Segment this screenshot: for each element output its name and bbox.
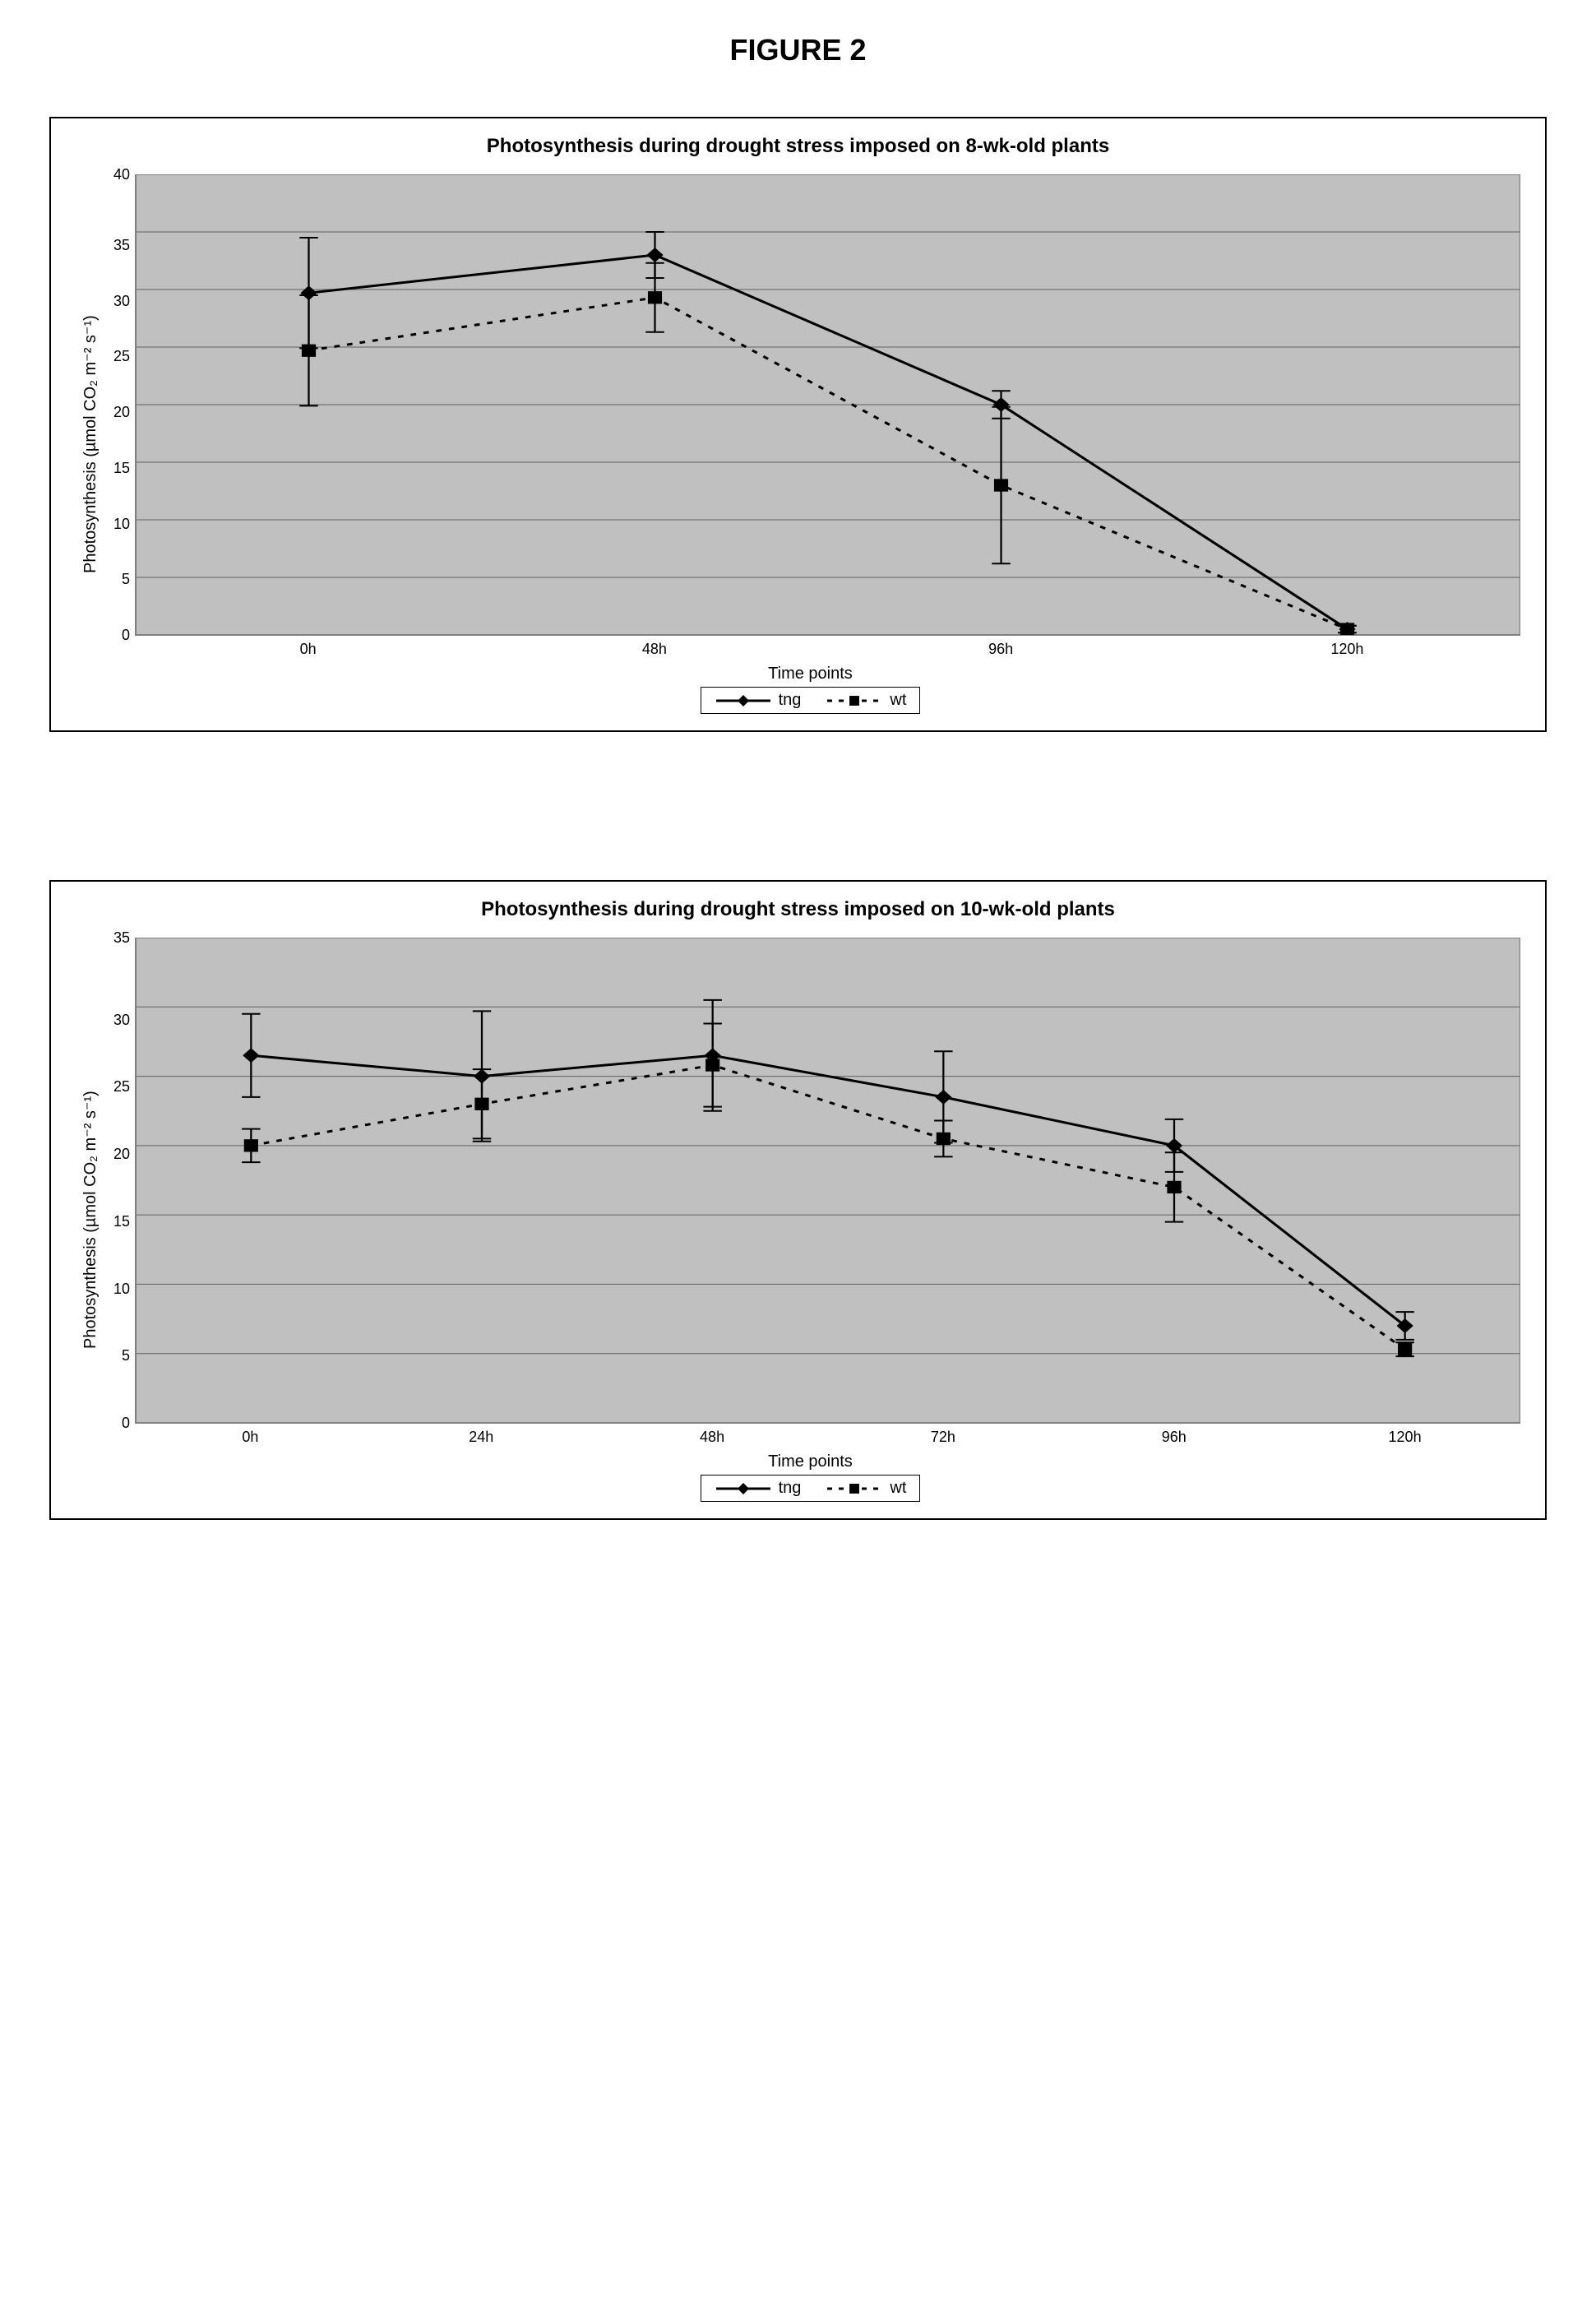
- y-tick-label: 0: [100, 1415, 130, 1430]
- charts-container: Photosynthesis during drought stress imp…: [49, 117, 1547, 1520]
- x-tick-label: 0h: [135, 641, 481, 658]
- plot-area: [135, 174, 1520, 636]
- x-tick-label: 0h: [135, 1429, 366, 1446]
- y-tick-label: 35: [100, 930, 130, 945]
- y-tick-label: 35: [100, 238, 130, 252]
- legend-swatch: [826, 1480, 883, 1497]
- legend: tng wt: [701, 687, 921, 714]
- x-tick-label: 96h: [828, 641, 1174, 658]
- legend: tng wt: [701, 1475, 921, 1502]
- y-tick-label: 5: [100, 572, 130, 586]
- x-tick-label: 24h: [366, 1429, 597, 1446]
- x-tick-label: 48h: [481, 641, 827, 658]
- y-tick-label: 0: [100, 628, 130, 642]
- x-tick-label: 96h: [1058, 1429, 1289, 1446]
- legend-item-wt: wt: [826, 691, 906, 710]
- y-axis-label: Photosynthesis (µmol CO₂ m⁻² s⁻¹): [76, 174, 100, 714]
- y-axis-ticks: 35302520151050: [100, 938, 135, 1423]
- y-tick-label: 10: [100, 1281, 130, 1296]
- legend-label: tng: [779, 691, 802, 710]
- legend-swatch: [826, 693, 883, 709]
- x-axis-label: Time points: [100, 665, 1520, 683]
- y-axis-ticks: 4035302520151050: [100, 174, 135, 635]
- y-tick-label: 30: [100, 1012, 130, 1027]
- y-tick-label: 15: [100, 1214, 130, 1229]
- y-tick-label: 25: [100, 349, 130, 364]
- legend-swatch: [715, 693, 772, 709]
- x-axis-ticks: 0h24h48h72h96h120h: [135, 1429, 1520, 1446]
- y-tick-label: 40: [100, 167, 130, 182]
- legend-item-tng: tng: [715, 1479, 802, 1498]
- legend-label: wt: [890, 1479, 906, 1498]
- y-tick-label: 15: [100, 461, 130, 475]
- y-axis-label: Photosynthesis (µmol CO₂ m⁻² s⁻¹): [76, 938, 100, 1502]
- x-tick-label: 120h: [1174, 641, 1520, 658]
- legend-item-tng: tng: [715, 691, 802, 710]
- y-tick-label: 20: [100, 405, 130, 419]
- x-tick-label: 72h: [827, 1429, 1058, 1446]
- legend-item-wt: wt: [826, 1479, 906, 1498]
- y-tick-label: 20: [100, 1147, 130, 1161]
- figure-title: FIGURE 2: [49, 33, 1547, 67]
- chart-panel: Photosynthesis during drought stress imp…: [49, 117, 1547, 732]
- plot-area: [135, 938, 1520, 1424]
- y-tick-label: 10: [100, 517, 130, 531]
- legend-label: tng: [779, 1479, 802, 1498]
- x-tick-label: 48h: [597, 1429, 828, 1446]
- legend-label: wt: [890, 691, 906, 710]
- x-axis-ticks: 0h48h96h120h: [135, 641, 1520, 658]
- x-tick-label: 120h: [1289, 1429, 1520, 1446]
- y-tick-label: 30: [100, 294, 130, 308]
- x-axis-label: Time points: [100, 1452, 1520, 1471]
- chart-title: Photosynthesis during drought stress imp…: [76, 135, 1520, 158]
- legend-swatch: [715, 1480, 772, 1497]
- y-tick-label: 25: [100, 1079, 130, 1094]
- chart-title: Photosynthesis during drought stress imp…: [76, 898, 1520, 921]
- y-tick-label: 5: [100, 1348, 130, 1363]
- chart-panel: Photosynthesis during drought stress imp…: [49, 880, 1547, 1520]
